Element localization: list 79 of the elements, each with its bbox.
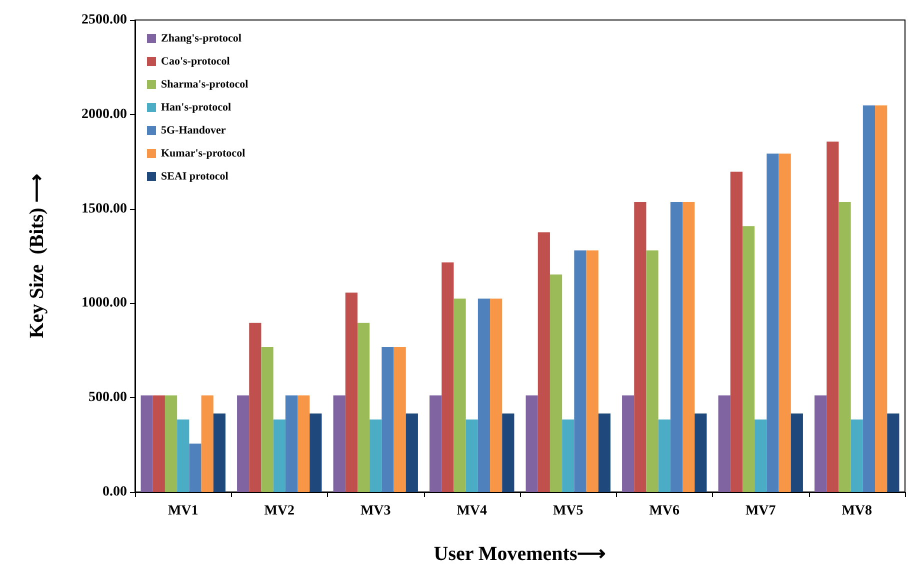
bar xyxy=(838,202,851,492)
legend-label: Cao's-protocol xyxy=(161,56,230,68)
y-tick-label: 2500.00 xyxy=(82,12,127,28)
x-tick-label: MV5 xyxy=(552,504,584,518)
bar xyxy=(814,395,827,492)
legend-label: Sharma's-protocol xyxy=(161,78,248,90)
bar xyxy=(598,413,610,492)
legend-label: Zhang's-protocol xyxy=(161,32,242,44)
bar xyxy=(502,413,514,492)
bar xyxy=(152,395,165,492)
x-tick-label: MV1 xyxy=(168,504,198,518)
bar xyxy=(298,395,310,492)
bar xyxy=(670,202,683,492)
bar xyxy=(742,226,755,492)
bar xyxy=(730,172,742,492)
bar xyxy=(442,262,454,492)
bar xyxy=(310,413,322,492)
bar xyxy=(826,142,839,492)
bar xyxy=(454,298,466,492)
bar xyxy=(634,202,646,492)
bar xyxy=(189,444,202,492)
bar xyxy=(887,413,900,492)
bar xyxy=(694,413,707,492)
bar xyxy=(140,395,153,492)
x-tick-label: MV6 xyxy=(649,504,680,518)
legend-label: Han's-protocol xyxy=(161,102,232,114)
y-tick-label: 0.00 xyxy=(102,484,127,500)
bar xyxy=(345,292,358,492)
x-tick-label: MV8 xyxy=(842,504,872,518)
bar xyxy=(658,420,670,492)
bar xyxy=(862,105,876,492)
y-tick-label: 500.00 xyxy=(88,390,127,406)
bar xyxy=(430,395,442,492)
bar xyxy=(574,250,586,492)
bar xyxy=(357,322,370,492)
x-tick-label: MV7 xyxy=(745,504,776,518)
bar xyxy=(370,420,382,492)
x-tick-label: MV2 xyxy=(264,504,295,518)
y-tick-label: 2000.00 xyxy=(82,106,127,122)
y-axis-title: Key Size (Bits) ⟶ xyxy=(26,174,48,338)
bar xyxy=(382,347,394,492)
x-tick-label: MV4 xyxy=(456,504,488,518)
bar xyxy=(466,420,478,492)
bar xyxy=(790,413,803,492)
bar xyxy=(164,395,178,492)
bar xyxy=(213,413,226,492)
bar xyxy=(526,395,538,492)
bar xyxy=(875,105,888,492)
bar xyxy=(478,298,490,492)
bar xyxy=(850,420,863,492)
bar xyxy=(333,395,346,492)
bar xyxy=(562,420,574,492)
bar xyxy=(766,154,779,492)
bar xyxy=(394,347,406,492)
bar xyxy=(406,413,418,492)
bar xyxy=(177,420,190,492)
bar xyxy=(778,154,791,492)
bar xyxy=(237,395,250,492)
legend-label: 5G-Handover xyxy=(161,124,226,136)
bar xyxy=(261,347,274,492)
bar xyxy=(201,395,214,492)
bar xyxy=(646,250,658,492)
bar xyxy=(550,274,562,492)
bar xyxy=(622,395,634,492)
bar xyxy=(273,420,286,492)
bar xyxy=(586,250,598,492)
bar xyxy=(718,395,730,492)
bar xyxy=(249,322,262,492)
bar xyxy=(538,232,550,492)
x-axis-title: User Movements⟶ xyxy=(434,543,606,565)
bar xyxy=(682,202,695,492)
bar xyxy=(754,420,767,492)
legend-label: SEAI protocol xyxy=(161,170,228,182)
y-tick-label: 1500.00 xyxy=(82,201,127,216)
y-tick-label: 1000.00 xyxy=(82,296,127,311)
bar xyxy=(285,395,298,492)
x-tick-label: MV3 xyxy=(360,504,391,518)
bar xyxy=(490,298,502,492)
legend-label: Kumar's-protocol xyxy=(161,148,246,160)
